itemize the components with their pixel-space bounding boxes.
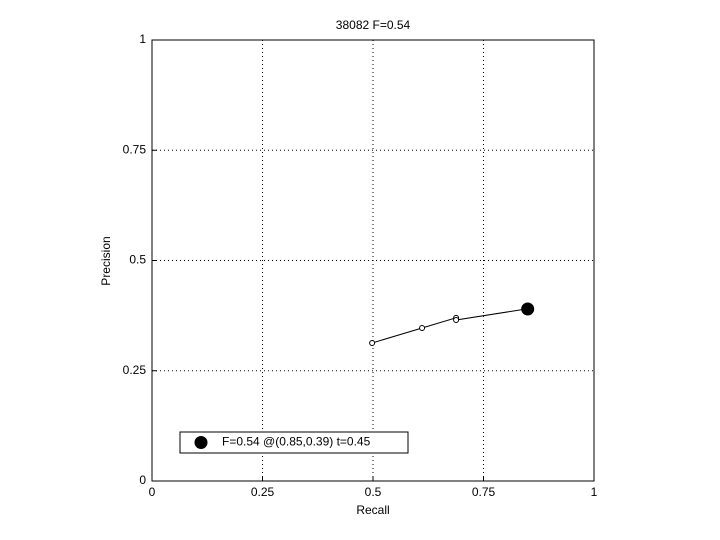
y-tick-label: 0.5 — [129, 253, 146, 267]
best-point — [521, 302, 535, 316]
x-tick-label: 0.25 — [251, 485, 275, 499]
x-tick-label: 0 — [149, 485, 156, 499]
series-line — [371, 308, 527, 344]
chart-title: 38082 F=0.54 — [336, 18, 411, 32]
y-tick-label: 0 — [139, 473, 146, 487]
x-tick-label: 1 — [591, 485, 598, 499]
point — [419, 324, 426, 331]
y-tick-label: 1 — [139, 32, 146, 46]
point — [369, 339, 376, 346]
x-tick-label: 0.75 — [472, 485, 496, 499]
y-axis-label: Precision — [99, 236, 113, 285]
x-axis-label: Recall — [356, 503, 389, 517]
legend-marker — [194, 436, 208, 449]
legend-box — [179, 431, 409, 454]
y-tick-label: 0.25 — [123, 363, 147, 377]
plot-frame — [151, 39, 595, 482]
point — [453, 317, 460, 324]
legend-label: F=0.54 @(0.85,0.39) t=0.45 — [222, 435, 371, 449]
x-tick-label: 0.5 — [365, 485, 382, 499]
y-tick-label: 0.75 — [123, 142, 147, 156]
